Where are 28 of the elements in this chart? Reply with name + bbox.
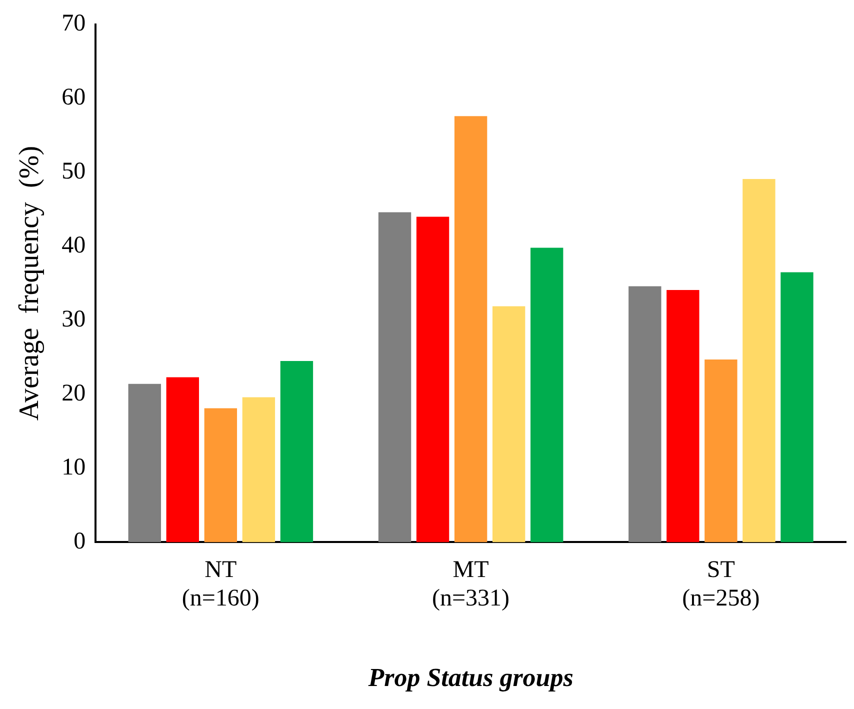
x-axis-title: Prop Status groups [367,663,574,692]
x-tick-label: MT (n=331) [432,556,510,612]
bar [204,408,238,542]
y-tick-label: 70 [62,10,86,37]
y-tick-label: 40 [62,232,86,259]
y-tick-label: 10 [62,454,86,481]
bar [780,272,814,542]
bar [242,397,276,542]
x-tick-label: NT (n=160) [182,556,260,612]
y-tick-label: 60 [62,84,86,111]
y-tick-label: 0 [74,528,86,554]
bar [742,179,776,542]
bar [530,248,564,542]
bar [666,290,700,542]
bar [454,116,488,542]
y-tick-label: 50 [62,158,86,185]
y-tick-label: 20 [62,380,86,407]
bar [128,384,161,542]
x-tick-label: ST (n=258) [682,556,760,612]
bar [492,306,526,542]
bar [628,286,662,542]
y-axis-title: Average frequency (%) [14,146,46,421]
bar [416,216,450,542]
y-tick-label: 30 [62,306,86,333]
bar [166,377,199,542]
bar [280,360,314,542]
bar [378,212,412,542]
bar [704,359,738,542]
